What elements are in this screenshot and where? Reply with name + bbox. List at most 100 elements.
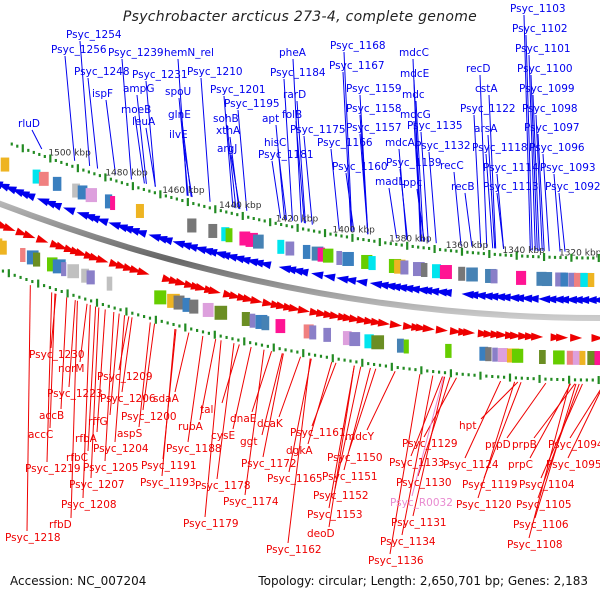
rna-gene-label[interactable]: Psyc_R0032 [390,497,453,509]
reverse-gene-label[interactable]: prpC [508,459,533,471]
forward-gene-label[interactable]: Psyc_1099 [519,83,575,95]
forward-gene-label[interactable]: Psyc_1201 [210,84,266,96]
reverse-gene-label[interactable]: Psyc_1172 [241,458,297,470]
reverse-gene-label[interactable]: Psyc_1105 [516,499,572,511]
reverse-gene-label[interactable]: Psyc_1205 [83,462,139,474]
forward-gene-label[interactable]: Psyc_1256 [51,44,107,56]
forward-gene-label[interactable]: Psyc_1254 [66,29,122,41]
reverse-gene-label[interactable]: sdaA [153,393,180,405]
forward-gene-label[interactable]: Psyc_1160 [332,161,388,173]
forward-gene-label[interactable]: Psyc_1135 [407,120,463,132]
reverse-gene-label[interactable]: dnaE [230,413,256,425]
forward-gene-label[interactable]: apt [262,113,279,125]
reverse-gene-label[interactable]: Psyc_1162 [266,544,322,556]
reverse-gene-label[interactable]: Psyc_1133 [389,457,445,469]
reverse-gene-label[interactable]: Psyc_1106 [513,519,569,531]
reverse-gene-label[interactable]: Psyc_1165 [267,473,323,485]
reverse-gene-label[interactable]: Psyc_1095 [546,459,600,471]
forward-gene-label[interactable]: Psyc_1195 [224,98,280,110]
forward-gene-label[interactable]: recD [466,63,490,75]
forward-gene-label[interactable]: sohB [213,113,239,125]
reverse-gene-label[interactable]: Psyc_1207 [69,479,125,491]
reverse-gene-label[interactable]: rubA [178,421,204,433]
reverse-gene-label[interactable]: Psyc_1136 [368,555,424,567]
reverse-gene-label[interactable]: Psyc_1188 [166,443,222,455]
forward-gene-label[interactable]: Psyc_1231 [132,69,188,81]
forward-gene-label[interactable]: mdcG [400,109,431,121]
reverse-gene-label[interactable]: ggt [240,436,257,448]
forward-gene-label[interactable]: Psyc_1239 [108,47,164,59]
forward-gene-label[interactable]: Psyc_1210 [187,66,243,78]
reverse-gene-label[interactable]: accC [28,429,53,441]
forward-gene-label[interactable]: Psyc_1102 [512,23,568,35]
forward-gene-label[interactable]: hisC [264,137,286,149]
reverse-gene-label[interactable]: Psyc_1204 [93,443,149,455]
forward-gene-label[interactable]: moeB [121,104,151,116]
forward-gene-label[interactable]: glnE [168,109,191,121]
forward-gene-label[interactable]: arsA [474,123,498,135]
reverse-gene-label[interactable]: Psyc_1108 [507,539,563,551]
forward-gene-label[interactable]: leuA [132,116,156,128]
forward-gene-label[interactable]: Psyc_1114 [483,162,539,174]
forward-gene-label[interactable]: Psyc_1103 [510,3,566,15]
forward-gene-label[interactable]: Psyc_1100 [517,63,573,75]
reverse-gene-label[interactable]: Psyc_1120 [456,499,512,511]
forward-gene-label[interactable]: Psyc_1248 [74,66,130,78]
forward-gene-label[interactable]: recB [451,181,475,193]
reverse-gene-label[interactable]: Psyc_1206 [100,393,156,405]
reverse-gene-label[interactable]: dcaK [257,418,284,430]
reverse-gene-label[interactable]: Psyc_1104 [519,479,575,491]
reverse-gene-label[interactable]: Psyc_1134 [380,536,436,548]
forward-gene-label[interactable]: spoU [165,86,191,98]
forward-gene-label[interactable]: Psyc_1158 [346,103,402,115]
forward-gene-label[interactable]: Psyc_1139 [386,157,442,169]
reverse-gene-label[interactable]: Psyc_1151 [322,471,378,483]
reverse-gene-label[interactable]: Psyc_1153 [307,509,363,521]
forward-gene-label[interactable]: Psyc_1175 [290,124,346,136]
forward-gene-label[interactable]: Psyc_1097 [524,122,580,134]
forward-gene-label[interactable]: Psyc_1167 [329,60,385,72]
forward-gene-label[interactable]: rluD [18,118,40,130]
forward-gene-label[interactable]: Psyc_1181 [258,149,314,161]
reverse-gene-label[interactable]: aspS [117,428,143,440]
reverse-gene-label[interactable]: Psyc_1094 [548,439,600,451]
reverse-gene-label[interactable]: rffG [88,416,108,428]
forward-gene-label[interactable]: Psyc_1118 [472,142,528,154]
reverse-gene-label[interactable]: Psyc_1152 [313,490,369,502]
reverse-gene-label[interactable]: Psyc_1219 [25,463,81,475]
reverse-gene-label[interactable]: rfbA [75,433,98,445]
reverse-gene-label[interactable]: Psyc_1161 [290,427,346,439]
forward-gene-label[interactable]: folB [282,109,302,121]
forward-gene-label[interactable]: Psyc_1113 [483,181,539,193]
reverse-gene-label[interactable]: Psyc_1129 [402,438,458,450]
reverse-gene-label[interactable]: Psyc_1193 [140,477,196,489]
reverse-gene-label[interactable]: norM [58,363,84,375]
forward-gene-label[interactable]: recC [440,160,464,172]
forward-gene-label[interactable]: mdcC [399,47,429,59]
forward-gene-label[interactable]: ppc [403,177,422,189]
reverse-gene-label[interactable]: Psyc_1178 [195,480,251,492]
reverse-gene-label[interactable]: cysE [211,430,235,442]
forward-gene-label[interactable]: Psyc_1096 [529,142,585,154]
forward-gene-label[interactable]: Psyc_1132 [415,140,471,152]
reverse-gene-label[interactable]: rfbD [49,519,72,531]
reverse-gene-label[interactable]: dgkA [286,445,313,457]
forward-gene-label[interactable]: mdcE [400,68,429,80]
reverse-gene-label[interactable]: Psyc_1200 [121,411,177,423]
forward-gene-label[interactable]: pheA [279,47,307,59]
forward-gene-label[interactable]: Psyc_1157 [346,122,402,134]
reverse-gene-label[interactable]: Psyc_1130 [396,477,452,489]
forward-gene-label[interactable]: Psyc_1184 [270,67,326,79]
reverse-gene-label[interactable]: prpD [485,439,511,451]
forward-gene-label[interactable]: Psyc_1098 [522,103,578,115]
reverse-gene-label[interactable]: Psyc_1223 [47,388,103,400]
forward-gene-label[interactable]: ispF [92,88,113,100]
forward-gene-label[interactable]: mdcA [385,137,416,149]
reverse-gene-label[interactable]: accB [39,410,64,422]
forward-gene-label[interactable]: hemN_rel [164,47,214,59]
reverse-gene-label[interactable]: Psyc_1191 [141,460,197,472]
forward-gene-label[interactable]: Psyc_1166 [317,137,373,149]
reverse-gene-label[interactable]: Psyc_1119 [462,479,518,491]
reverse-gene-label[interactable]: Psyc_1174 [223,496,279,508]
forward-gene-label[interactable]: Psyc_1101 [515,43,571,55]
